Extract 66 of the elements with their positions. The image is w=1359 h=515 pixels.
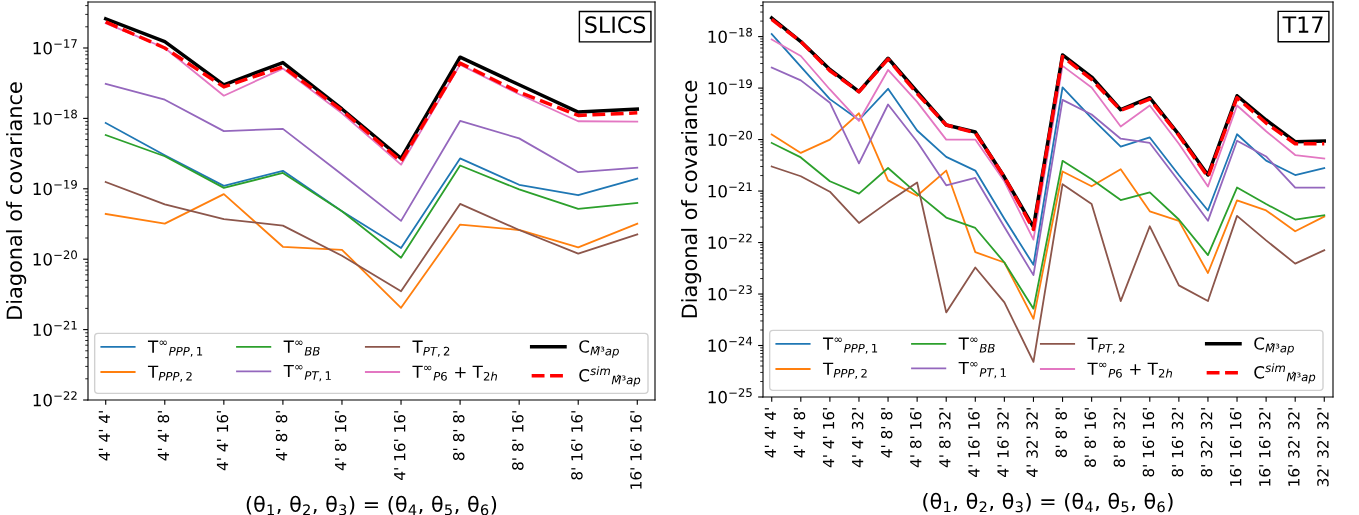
x-tick-label: 4' 4' 8' — [793, 408, 806, 458]
legend-label: T$^{∞}$$_{BB}$ — [283, 340, 320, 356]
x-tick-label: 32' 32' 32' — [1317, 408, 1329, 487]
x-tick-label: 4' 4' 8' — [157, 411, 170, 461]
legend-label: T$^{∞}$$_{PT,1}$ — [958, 361, 1006, 379]
x-tick-label: 4' 4' 4' — [764, 408, 776, 458]
y-tick-label: 10$^{−25}$ — [708, 388, 752, 404]
legend-label: T$_{PPP,2}$ — [147, 365, 192, 382]
y-tick-label: 10$^{−24}$ — [708, 336, 753, 352]
x-tick-label: 8' 16' 16' — [1142, 408, 1155, 477]
x-tick-label: 4' 32' 32' — [1026, 408, 1038, 477]
x-tick-label: 4' 4' 4' — [98, 411, 110, 461]
x-tick-label: 4' 8' 8' — [275, 411, 288, 461]
x-tick-label: 4' 8' 16' — [910, 408, 922, 468]
x-tick-label: 8' 8' 32' — [1113, 408, 1126, 467]
x-tick-label: 16' 16' 32' — [1258, 408, 1271, 486]
y-tick-label: 10$^{−21}$ — [708, 182, 752, 198]
legend-label: C$_{M̂³ap}$ — [1254, 337, 1294, 355]
y-tick-label: 10$^{−17}$ — [33, 39, 77, 55]
legend-label: C$^{sim}$$_{M̂³ap}$ — [579, 366, 641, 387]
annotation: T17 — [1282, 16, 1323, 33]
y-tick-label: 10$^{−18}$ — [33, 109, 77, 125]
annotation: SLICS — [585, 16, 646, 34]
y-axis-title: Diagonal of covariance — [6, 82, 27, 319]
text: (θ$_{1}$, θ$_{2}$, θ$_{3}$) = (θ$_{4}$, θ$_{5}$, θ$_{6}$) — [246, 495, 497, 515]
x-tick-label: 8' 32' 32' — [1200, 408, 1213, 477]
y-tick-label: 10$^{−22}$ — [33, 391, 77, 407]
x-tick-label: 8' 16' 32' — [1171, 408, 1184, 477]
x-tick-label: 8' 16' 16' — [571, 411, 583, 480]
x-tick-label: 8' 8' 8' — [452, 411, 465, 461]
legend-label: T$^{∞}$$_{P6}$ + T$_{2h}$ — [412, 365, 498, 381]
legend-label: T$^{∞}$$_{P6}$ + T$_{2h}$ — [1087, 362, 1173, 378]
legend-label: T$_{PT,2}$ — [412, 340, 450, 357]
y-tick-label: 10$^{−19}$ — [33, 179, 77, 196]
legend-label: T$_{PT,2}$ — [1087, 337, 1125, 354]
text: (θ$_{1}$, θ$_{2}$, θ$_{3}$) = (θ$_{4}$, θ$_{5}$, θ$_{6}$) — [923, 492, 1173, 513]
legend-label: C$_{M̂³ap}$ — [579, 340, 619, 358]
legend-label: T$_{PPP,2}$ — [822, 362, 867, 379]
legend-label: T$^{∞}$$_{PPP,1}$ — [147, 340, 203, 357]
x-tick-label: 16' 32' 32' — [1288, 408, 1300, 486]
x-tick-label: 4' 4' 16' — [822, 408, 835, 468]
y-tick-label: 10$^{−20}$ — [33, 250, 77, 266]
x-tick-label: 4' 8' 16' — [334, 411, 347, 471]
x-tick-label: 4' 4' 16' — [216, 411, 229, 471]
x-tick-label: 4' 16' 16' — [968, 408, 980, 477]
y-tick-label: 10$^{−21}$ — [33, 320, 77, 337]
x-tick-label: 4' 16' 16' — [393, 411, 406, 480]
y-tick-label: 10$^{−19}$ — [708, 79, 752, 95]
x-tick-label: 4' 4' 32' — [851, 408, 864, 468]
x-tick-label: 16' 16' 16' — [630, 411, 642, 489]
y-axis-title: Diagonal of covariance — [681, 80, 702, 318]
legend-label: T$^{∞}$$_{BB}$ — [958, 337, 995, 353]
y-tick-label: 10$^{−22}$ — [708, 233, 752, 249]
x-tick-label: 8' 8' 16' — [1084, 408, 1097, 467]
legend-label: T$^{∞}$$_{PT,1}$ — [283, 364, 331, 382]
x-tick-label: 16' 16' 16' — [1229, 408, 1242, 486]
y-tick-label: 10$^{−23}$ — [708, 285, 752, 301]
x-tick-label: 4' 16' 32' — [997, 408, 1009, 477]
y-tick-label: 10$^{−18}$ — [708, 27, 752, 44]
x-tick-label: 8' 8' 16' — [512, 411, 524, 470]
x-tick-label: 8' 8' 8' — [1055, 408, 1067, 458]
y-tick-label: 10$^{−20}$ — [708, 130, 752, 147]
legend-label: C$^{sim}$$_{M̂³ap}$ — [1254, 363, 1316, 384]
x-tick-label: 4' 8' 8' — [880, 408, 893, 458]
legend-label: T$^{∞}$$_{PPP,1}$ — [822, 337, 878, 354]
x-tick-label: 4' 8' 32' — [939, 408, 951, 468]
